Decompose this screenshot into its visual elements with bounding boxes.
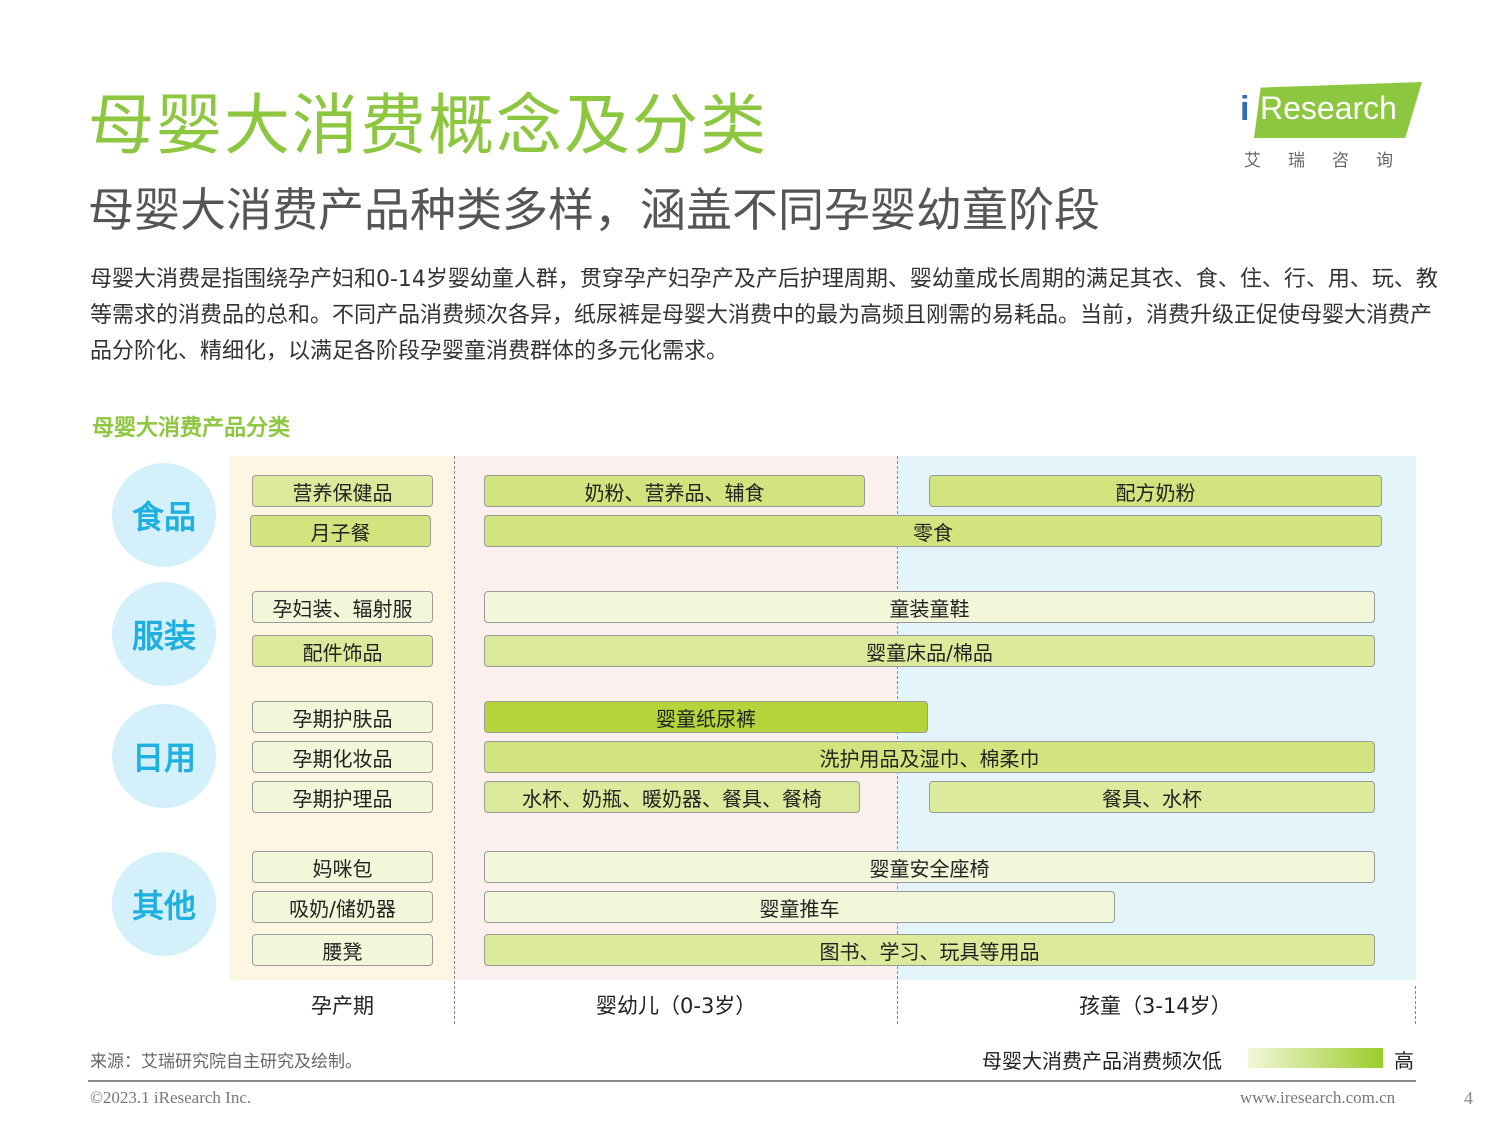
phase-label-child: 孩童（3-14岁） [1079, 994, 1232, 1018]
product-bar: 零食 [484, 515, 1382, 547]
product-bar: 孕期化妆品 [252, 741, 433, 773]
legend-high-label: 高 [1394, 1049, 1414, 1073]
product-bar: 孕期护理品 [252, 781, 433, 813]
page-number: 4 [1464, 1088, 1473, 1108]
iresearch-logo: i Research 艾瑞咨询 [1240, 78, 1425, 173]
product-bar: 营养保健品 [252, 475, 433, 507]
product-bar: 孕妇装、辐射服 [252, 591, 433, 623]
logo-badge [1254, 82, 1422, 138]
product-bar: 孕期护肤品 [252, 701, 433, 733]
product-bar: 图书、学习、玩具等用品 [484, 934, 1375, 966]
product-bar: 婴童床品/棉品 [484, 635, 1375, 667]
product-bar: 妈咪包 [252, 851, 433, 883]
product-bar: 婴童安全座椅 [484, 851, 1375, 883]
legend-gradient [1248, 1048, 1383, 1068]
source-note: 来源：艾瑞研究院自主研究及绘制。 [90, 1052, 362, 1072]
phase-label-infant: 婴幼儿（0-3岁） [596, 994, 757, 1018]
logo-name: Research [1260, 90, 1397, 126]
product-bar: 腰凳 [252, 934, 433, 966]
page-subtitle: 母婴大消费产品种类多样，涵盖不同孕婴幼童阶段 [88, 183, 1100, 237]
product-bar: 奶粉、营养品、辅食 [484, 475, 865, 507]
product-bar: 婴童纸尿裤 [484, 701, 928, 733]
copyright-text: ©2023.1 iResearch Inc. [90, 1088, 252, 1107]
product-bar: 水杯、奶瓶、暖奶器、餐具、餐椅 [484, 781, 860, 813]
description-text: 母婴大消费是指围绕孕产妇和0-14岁婴幼童人群，贯穿孕产妇孕产及产后护理周期、婴… [90, 267, 1438, 364]
category-clothing: 服装 [112, 582, 216, 686]
category-daily-use: 日用 [112, 704, 216, 808]
footer-divider [88, 1080, 1416, 1082]
category-other: 其他 [112, 852, 216, 956]
product-bar: 餐具、水杯 [929, 781, 1375, 813]
divider-line [1415, 986, 1416, 1024]
category-food: 食品 [112, 463, 216, 567]
legend-label: 母婴大消费产品消费频次低 [982, 1049, 1222, 1073]
product-bar: 月子餐 [250, 515, 431, 547]
page-title: 母婴大消费概念及分类 [88, 87, 768, 164]
logo-chinese-name: 艾瑞咨询 [1244, 151, 1420, 171]
product-bar: 吸奶/储奶器 [252, 891, 433, 923]
logo-prefix: i [1240, 90, 1250, 128]
phase-label-pregnancy: 孕产期 [311, 994, 374, 1018]
product-bar: 配方奶粉 [929, 475, 1382, 507]
website-link[interactable]: www.iresearch.com.cn [1240, 1088, 1396, 1107]
product-bar: 童装童鞋 [484, 591, 1375, 623]
product-bar: 配件饰品 [252, 635, 433, 667]
diagram-title: 母婴大消费产品分类 [92, 416, 291, 441]
product-bar: 婴童推车 [484, 891, 1115, 923]
divider-line [454, 456, 455, 1024]
product-bar: 洗护用品及湿巾、棉柔巾 [484, 741, 1375, 773]
divider-line [897, 456, 898, 1024]
